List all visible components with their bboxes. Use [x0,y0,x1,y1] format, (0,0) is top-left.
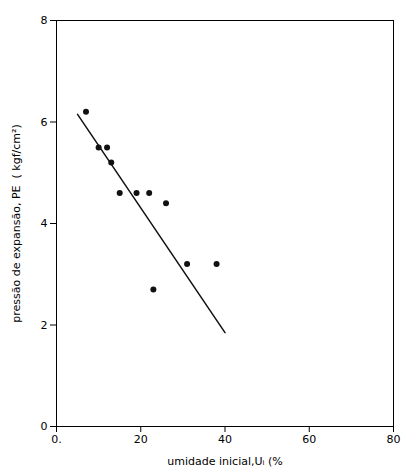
svg-text:8: 8 [41,14,48,27]
svg-text:6: 6 [41,116,48,129]
svg-text:umidade inicial,Uᵢ (%: umidade inicial,Uᵢ (% [167,455,282,468]
svg-text:40: 40 [218,433,232,446]
svg-text:80: 80 [387,433,401,446]
svg-text:2: 2 [41,319,48,332]
svg-text:60: 60 [302,433,316,446]
svg-text:20: 20 [134,433,148,446]
svg-text:0.: 0. [51,433,62,446]
svg-text:0: 0 [41,420,48,433]
svg-text:4: 4 [41,217,48,230]
svg-text:pressão de expansão, PE ( kgf: pressão de expansão, PE ( kgf/cm²) [10,124,23,322]
